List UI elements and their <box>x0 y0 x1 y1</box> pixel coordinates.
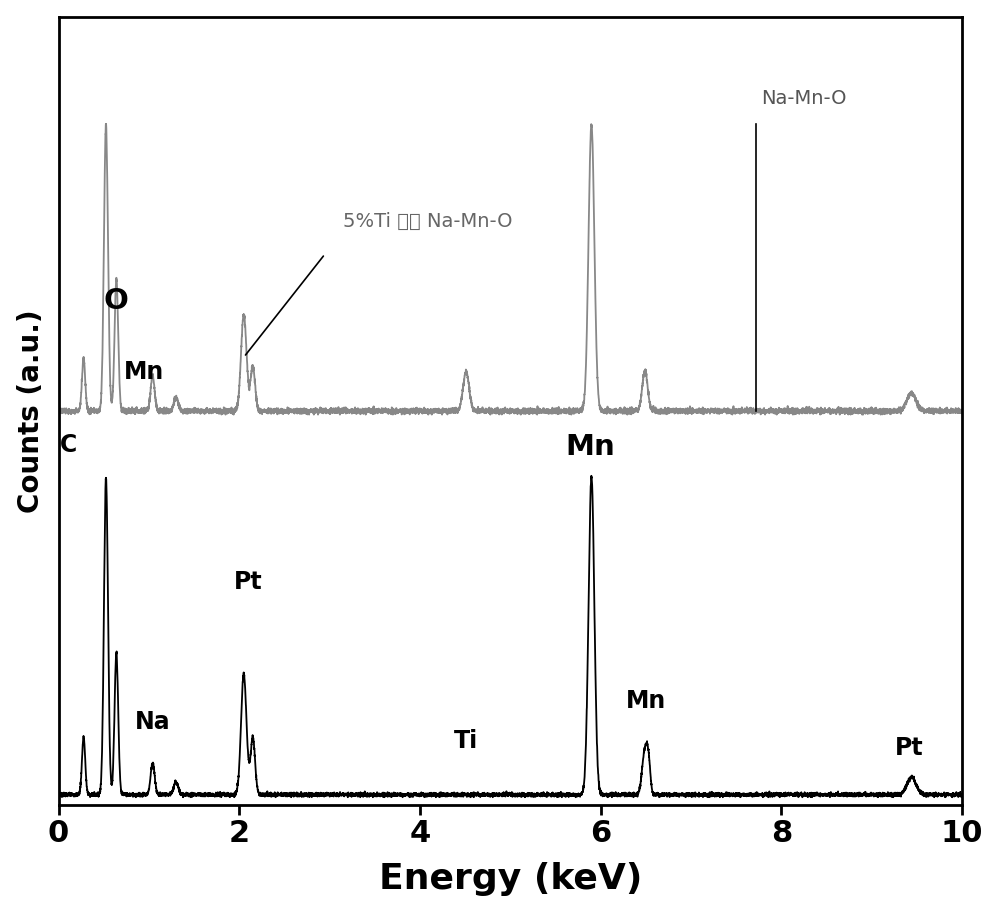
X-axis label: Energy (keV): Energy (keV) <box>379 863 642 897</box>
Y-axis label: Counts (a.u.): Counts (a.u.) <box>17 309 45 512</box>
Text: Mn: Mn <box>124 360 164 384</box>
Text: Pt: Pt <box>234 571 263 594</box>
Text: 5%Ti 掺杂 Na-Mn-O: 5%Ti 掺杂 Na-Mn-O <box>343 212 513 231</box>
Text: O: O <box>104 287 129 315</box>
Text: Mn: Mn <box>626 689 666 713</box>
Text: Mn: Mn <box>565 433 615 460</box>
Text: Ti: Ti <box>454 729 478 753</box>
Text: Na-Mn-O: Na-Mn-O <box>762 89 847 109</box>
Text: C: C <box>59 433 77 456</box>
Text: Na: Na <box>135 710 170 734</box>
Text: Pt: Pt <box>895 737 924 761</box>
